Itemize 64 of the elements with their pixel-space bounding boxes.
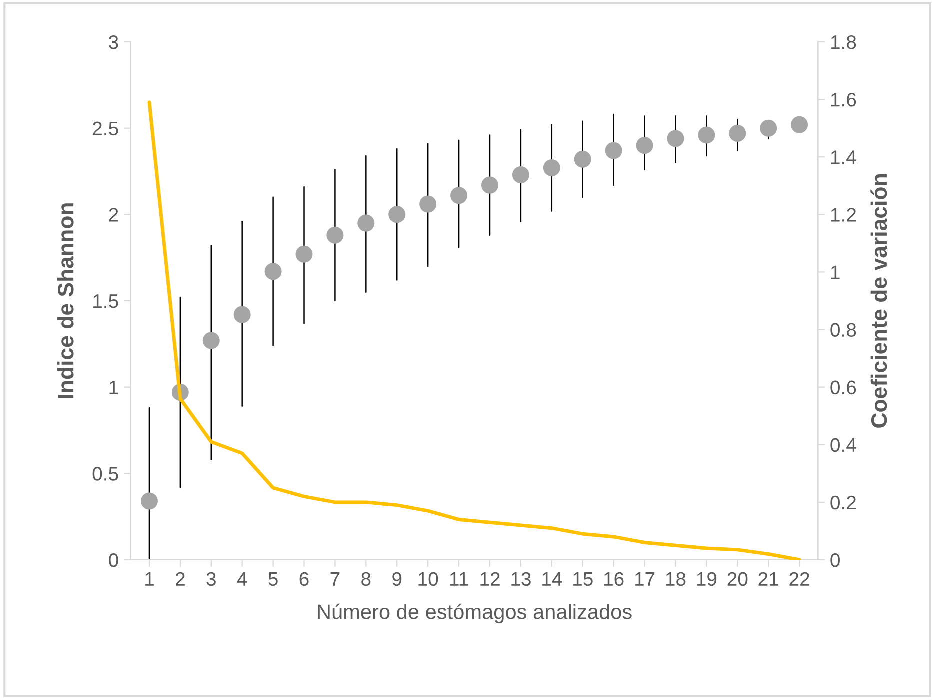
x-tick-label: 15: [574, 572, 593, 586]
point: [667, 130, 684, 148]
point: [698, 126, 716, 144]
y2-tick-label: 1.4: [831, 150, 856, 164]
point: [760, 120, 778, 137]
y-tick-label: 0: [109, 553, 118, 568]
point: [605, 142, 622, 160]
x-tick-label: 11: [450, 572, 468, 586]
point: [729, 125, 746, 142]
point: [543, 160, 560, 177]
point: [791, 116, 808, 134]
x-tick-label: 22: [790, 572, 810, 586]
point: [296, 246, 313, 263]
x-tick-label: 3: [206, 572, 216, 586]
point: [358, 214, 375, 232]
y-tick-label: 0.5: [92, 467, 118, 481]
y2-tick-label: 0: [830, 553, 840, 568]
point: [574, 150, 592, 168]
x-tick-label: 9: [392, 572, 402, 586]
x-tick-label: 17: [635, 572, 655, 586]
x-tick-label: 14: [542, 572, 562, 586]
point: [264, 263, 282, 280]
y2-tick-label: 0.8: [830, 323, 856, 338]
y2-tick-label: 1: [831, 266, 840, 280]
x-tick-label: 12: [480, 572, 500, 586]
y-tick-label: 1.5: [94, 294, 118, 308]
point: [202, 332, 220, 350]
x-tick-label: 2: [176, 572, 185, 586]
y-tick-label: 2.5: [93, 122, 118, 136]
point: [450, 187, 468, 204]
x-tick-label: 7: [330, 572, 340, 586]
x-tick-label: 20: [728, 572, 748, 586]
y2-tick-label: 1.6: [831, 93, 856, 107]
point: [388, 206, 406, 224]
x-tick-label: 18: [666, 572, 686, 586]
y2-tick-label: 1.2: [831, 208, 856, 222]
line-series: [148, 100, 802, 560]
x-tick-label: 13: [512, 572, 531, 586]
y2-axis-title: Coeficiente de variación: [870, 174, 888, 428]
y2-tick-label: 0.4: [830, 438, 856, 452]
point: [420, 196, 437, 213]
x-tick-label: 8: [362, 572, 371, 586]
point: [234, 306, 251, 324]
y-tick-label: 2: [109, 208, 118, 222]
point: [636, 137, 654, 154]
x-tick-label: 6: [300, 572, 309, 586]
point: [481, 176, 498, 194]
y2-tick-label: 0.6: [830, 380, 856, 395]
x-tick-label: 10: [418, 572, 438, 586]
x-tick-label: 19: [697, 572, 717, 586]
x-tick-label: 16: [604, 572, 624, 586]
y-axis-title: Indice de Shannon: [57, 204, 74, 398]
x-tick-label: 21: [758, 572, 778, 586]
x-tick-label: 4: [237, 572, 248, 586]
y2-tick-label: 1.8: [831, 35, 856, 50]
y2-tick-label: 0.2: [830, 496, 856, 510]
x-tick-label: 1: [146, 572, 154, 586]
x-tick-label: 5: [268, 572, 278, 586]
y-tick-label: 1: [110, 381, 118, 394]
point: [326, 226, 344, 244]
x-axis-title: Número de estómagos analizados: [318, 604, 632, 624]
point: [140, 492, 158, 510]
point: [512, 166, 530, 184]
y-tick-label: 3: [109, 35, 118, 50]
